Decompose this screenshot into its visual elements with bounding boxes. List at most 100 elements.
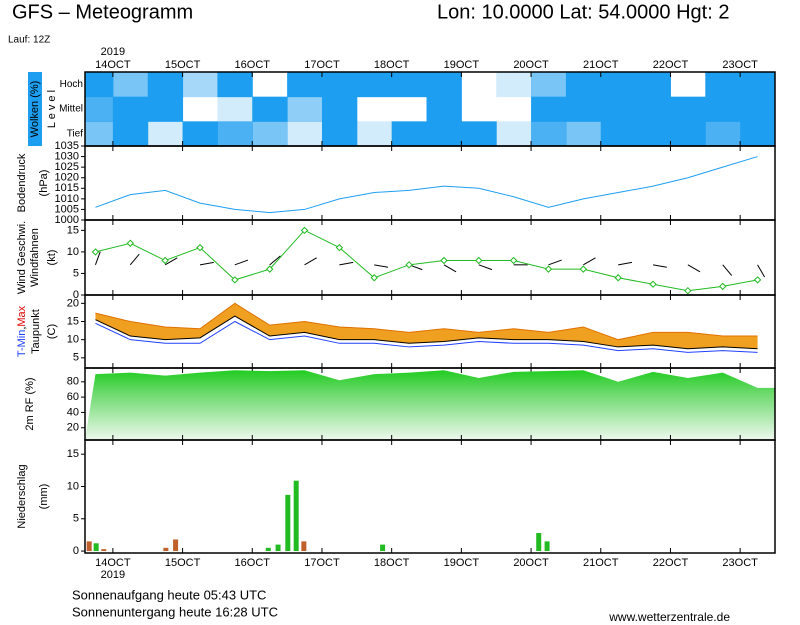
panel-plot	[86, 480, 550, 552]
wind-marker	[544, 265, 553, 273]
x-tick-label: 23OCT	[722, 557, 758, 569]
y-tick-label: 1020	[55, 172, 79, 184]
x-tick-label: 21OCT	[583, 59, 619, 71]
ylabel: Bodendruck	[16, 153, 28, 212]
y-tick-label: 1025	[55, 161, 79, 173]
sunset: Sonnenuntergang heute 16:28 UTC	[72, 604, 278, 619]
wind-barb	[269, 255, 281, 266]
y-tick-label: 1015	[55, 182, 79, 194]
x-tick-label: 20OCT	[513, 59, 549, 71]
wind-marker	[335, 243, 344, 252]
cloud-cell	[252, 121, 288, 146]
yunit: (C)	[46, 324, 58, 339]
cloud-cell	[635, 72, 671, 98]
panel-plot	[85, 72, 775, 146]
y-tick-label: 15	[67, 448, 79, 460]
wind-barb	[722, 264, 733, 276]
y-tick-label: 5	[73, 513, 79, 525]
cloud-cell	[112, 121, 149, 146]
x-tick-label: 16OCT	[235, 557, 271, 569]
cloud-cell	[461, 97, 496, 122]
ylabel-box	[28, 72, 42, 146]
year-label: 2019	[101, 569, 125, 581]
wind-barb	[129, 253, 140, 266]
precip-bar	[265, 547, 271, 552]
cloud-cell	[252, 72, 287, 97]
temp-band	[95, 303, 758, 349]
x-tick-label: 20OCT	[513, 557, 549, 569]
x-tick-label: 19OCT	[444, 59, 480, 71]
cloud-cell	[182, 72, 218, 98]
cloud-cell	[217, 121, 253, 146]
y-tick-label: 20	[67, 297, 79, 309]
cloud-cell	[635, 121, 671, 146]
rh-area	[85, 370, 775, 440]
source: www.wetterzentrale.de	[608, 610, 730, 624]
x-tick-label: 15OCT	[165, 557, 201, 569]
cloud-cell	[496, 72, 532, 98]
cloud-cell	[496, 97, 531, 122]
wind-barb	[618, 261, 633, 266]
cloud-cell	[85, 72, 114, 98]
x-tick-label: 22OCT	[653, 557, 689, 569]
cloud-cell	[600, 96, 637, 122]
precip-bar	[86, 541, 92, 552]
y-tick-label: 1005	[55, 203, 79, 215]
wind-marker	[614, 274, 622, 282]
y-tick-label: 0	[73, 289, 79, 301]
y-tick-label: 1035	[55, 140, 79, 152]
cloud-cell	[600, 121, 637, 146]
cloud-cell	[357, 97, 392, 122]
y-tick-label: 40	[67, 406, 79, 418]
cloud-cell	[565, 96, 602, 122]
cloud-level-label: Tief	[67, 128, 84, 139]
wind-marker	[719, 282, 727, 291]
cloud-cell	[183, 97, 218, 122]
ylabel2: Windfahnen	[29, 228, 41, 287]
wind-marker	[265, 265, 274, 273]
precip-bar	[285, 494, 291, 552]
wind-marker	[161, 256, 169, 265]
cloud-cell	[635, 96, 671, 122]
cloud-cell	[740, 72, 775, 98]
ylabel: Wind Geschwi.	[16, 221, 28, 294]
wind-marker	[684, 286, 692, 295]
year-label: 2019	[101, 46, 125, 58]
cloud-cell	[740, 96, 775, 122]
cloud-cell	[321, 72, 358, 98]
x-tick-label: 17OCT	[304, 557, 340, 569]
cloud-cell	[426, 96, 462, 122]
ylabel: 2m RF (%)	[24, 377, 36, 430]
ylabel-part: ,	[16, 327, 28, 330]
y-tick-label: 1010	[55, 193, 79, 205]
precip-bar	[544, 541, 550, 552]
panel-plot	[95, 302, 758, 353]
cloud-cell	[321, 96, 358, 122]
series-line	[95, 315, 758, 350]
cloud-cell	[565, 72, 602, 98]
wind-barb	[652, 264, 667, 268]
wind-barb	[304, 257, 317, 266]
ylabel: Niederschlag	[16, 464, 28, 528]
wind-marker	[91, 248, 100, 256]
y-tick-label: 1030	[55, 150, 79, 162]
cloud-cell	[426, 72, 462, 98]
cloud-cell	[461, 121, 497, 146]
y-tick-label: 15	[67, 224, 79, 236]
sunrise: Sonnenaufgang heute 05:43 UTC	[72, 587, 266, 602]
y-tick-label: 1000	[55, 214, 79, 226]
wind-barb	[757, 264, 766, 278]
precip-bar	[101, 549, 107, 552]
wind-marker	[440, 256, 448, 265]
cloud-cell	[496, 121, 532, 146]
panel-frame	[84, 439, 776, 554]
yunit: (mm)	[38, 484, 50, 510]
cloud-cell	[531, 72, 567, 98]
cloud-cell	[182, 121, 218, 146]
precip-bar	[173, 539, 179, 552]
series-line	[95, 156, 758, 214]
cloud-cell	[112, 72, 149, 98]
cloud-cell	[85, 121, 114, 146]
wind-marker	[509, 256, 518, 265]
